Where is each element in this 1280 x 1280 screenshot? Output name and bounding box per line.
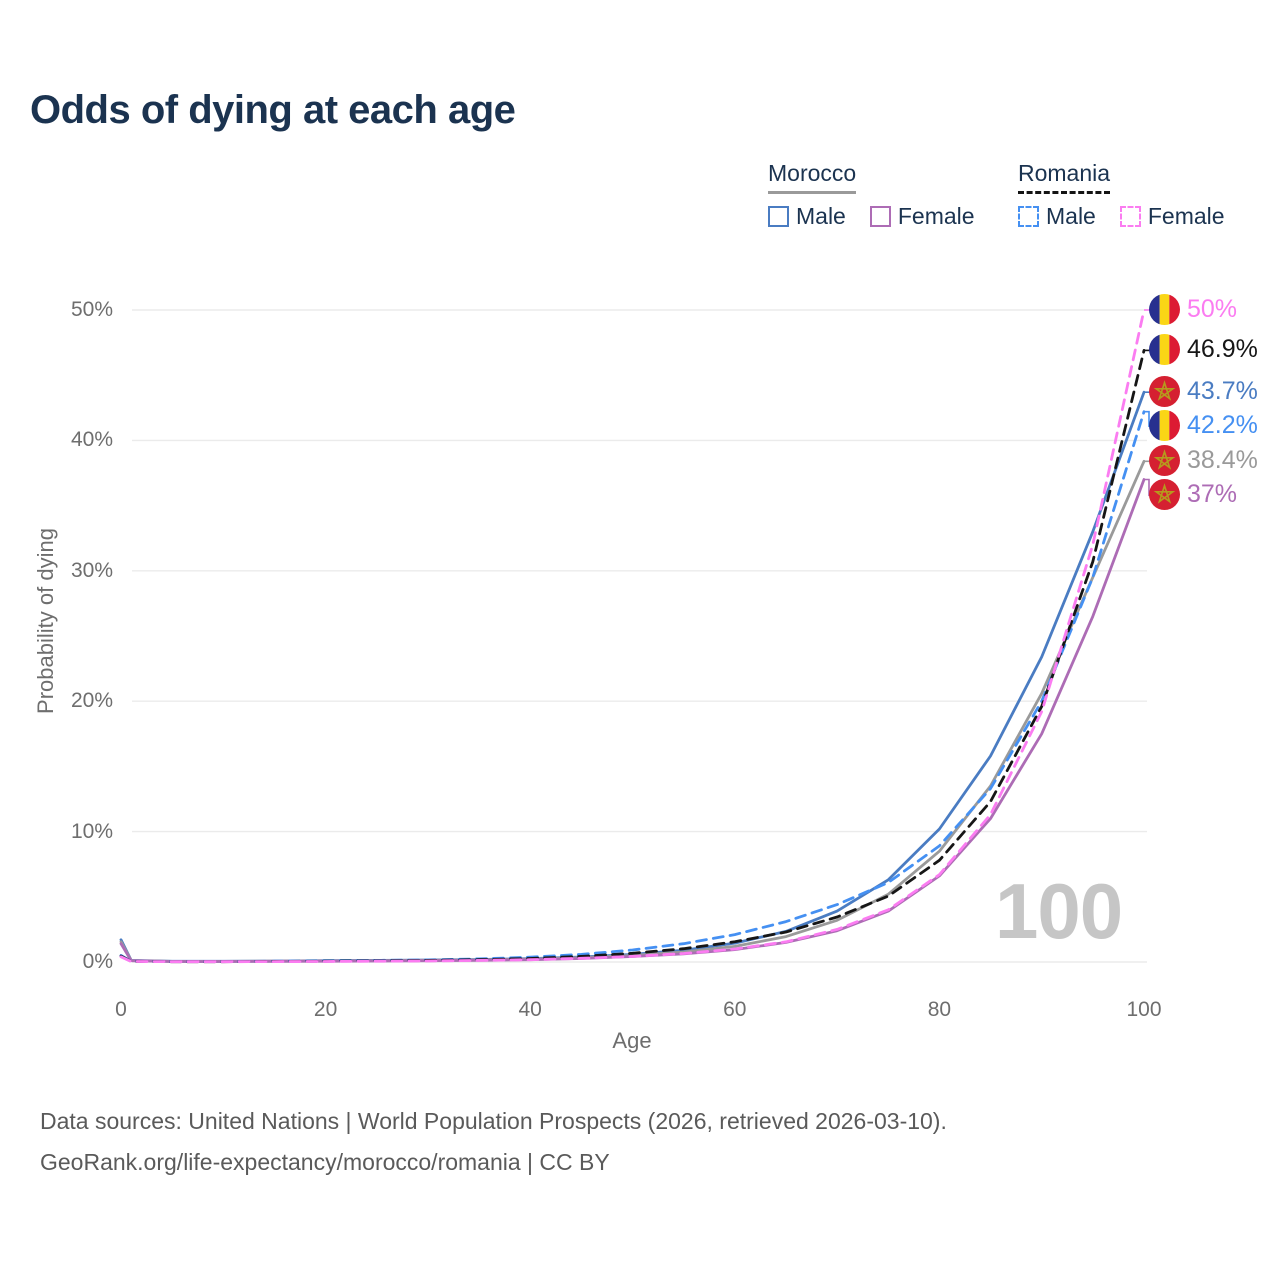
end-label-value: 46.9% (1187, 335, 1258, 364)
end-label-morocco-both: 38.4% (1149, 445, 1258, 477)
morocco-flag-icon (1149, 479, 1180, 511)
legend-title-morocco[interactable]: Morocco (768, 160, 857, 194)
end-label-value: 38.4% (1187, 446, 1258, 475)
x-tick-label: 20 (313, 998, 338, 1021)
y-tick-label: 30% (70, 558, 113, 582)
y-tick-label: 50% (70, 298, 113, 321)
morocco-male-swatch-icon (768, 206, 789, 227)
romania-female-swatch-icon (1119, 206, 1141, 227)
end-label-romania-female: 50% (1149, 294, 1237, 325)
legend-title-romania[interactable]: Romania (1018, 160, 1111, 194)
legend-item-romania-female[interactable]: Female (1119, 203, 1225, 230)
y-tick-label: 10% (70, 819, 113, 843)
page-title: Odds of dying at each age (30, 88, 516, 132)
romania-male-swatch-icon (1018, 206, 1039, 227)
romania-flag-icon (1149, 334, 1180, 366)
end-label-value: 50% (1187, 295, 1238, 323)
x-tick-label: 60 (723, 998, 747, 1021)
line-romania-female[interactable] (119, 308, 1146, 964)
line-morocco-both[interactable] (119, 459, 1146, 963)
legend-item-label: Female (897, 203, 975, 229)
x-tick-label: 40 (518, 998, 542, 1021)
end-label-value: 42.2% (1187, 411, 1258, 440)
end-label-morocco-female: 37% (1149, 479, 1238, 511)
romania-flag-icon (1149, 410, 1180, 442)
y-axis-title: Probability of dying (33, 528, 58, 714)
legend-item-morocco-female[interactable]: Female (869, 203, 975, 230)
y-tick-label: 20% (70, 689, 113, 713)
x-tick-label: 100 (1126, 998, 1162, 1021)
legend-group-romania: Romania Male Female (1018, 160, 1225, 230)
end-label-value: 37% (1187, 480, 1238, 509)
end-label-value: 43.7% (1187, 377, 1258, 406)
romania-flag-icon (1149, 294, 1180, 325)
line-romania-both[interactable] (119, 348, 1146, 964)
attribution-link-text[interactable]: GeoRank.org/life-expectancy/morocco/roma… (40, 1149, 610, 1175)
line-morocco-male[interactable] (119, 390, 1146, 963)
end-label-romania-both: 46.9% (1149, 334, 1258, 366)
legend-item-label: Male (796, 203, 846, 229)
end-label-romania-male: 42.2% (1149, 410, 1258, 442)
x-tick-label: 0 (115, 998, 127, 1021)
legend-group-morocco: Morocco Male Female (768, 160, 975, 230)
y-tick-label: 40% (70, 428, 113, 452)
legend-item-label: Male (1046, 203, 1096, 229)
morocco-flag-icon (1149, 445, 1180, 477)
legend-item-label: Female (1147, 203, 1225, 229)
data-sources-text: Data sources: United Nations | World Pop… (40, 1108, 947, 1134)
age-watermark: 100 (995, 867, 1123, 955)
morocco-flag-icon (1149, 376, 1180, 408)
x-tick-label: 80 (927, 998, 952, 1021)
legend-item-morocco-male[interactable]: Male (768, 203, 846, 230)
y-tick-label: 0% (82, 950, 113, 973)
end-label-morocco-male: 43.7% (1149, 376, 1258, 408)
morocco-female-swatch-icon (869, 206, 891, 227)
x-axis-title: Age (612, 1028, 652, 1053)
line-romania-male[interactable] (119, 410, 1146, 963)
line-morocco-female[interactable] (119, 478, 1146, 963)
legend-item-romania-male[interactable]: Male (1018, 203, 1096, 230)
